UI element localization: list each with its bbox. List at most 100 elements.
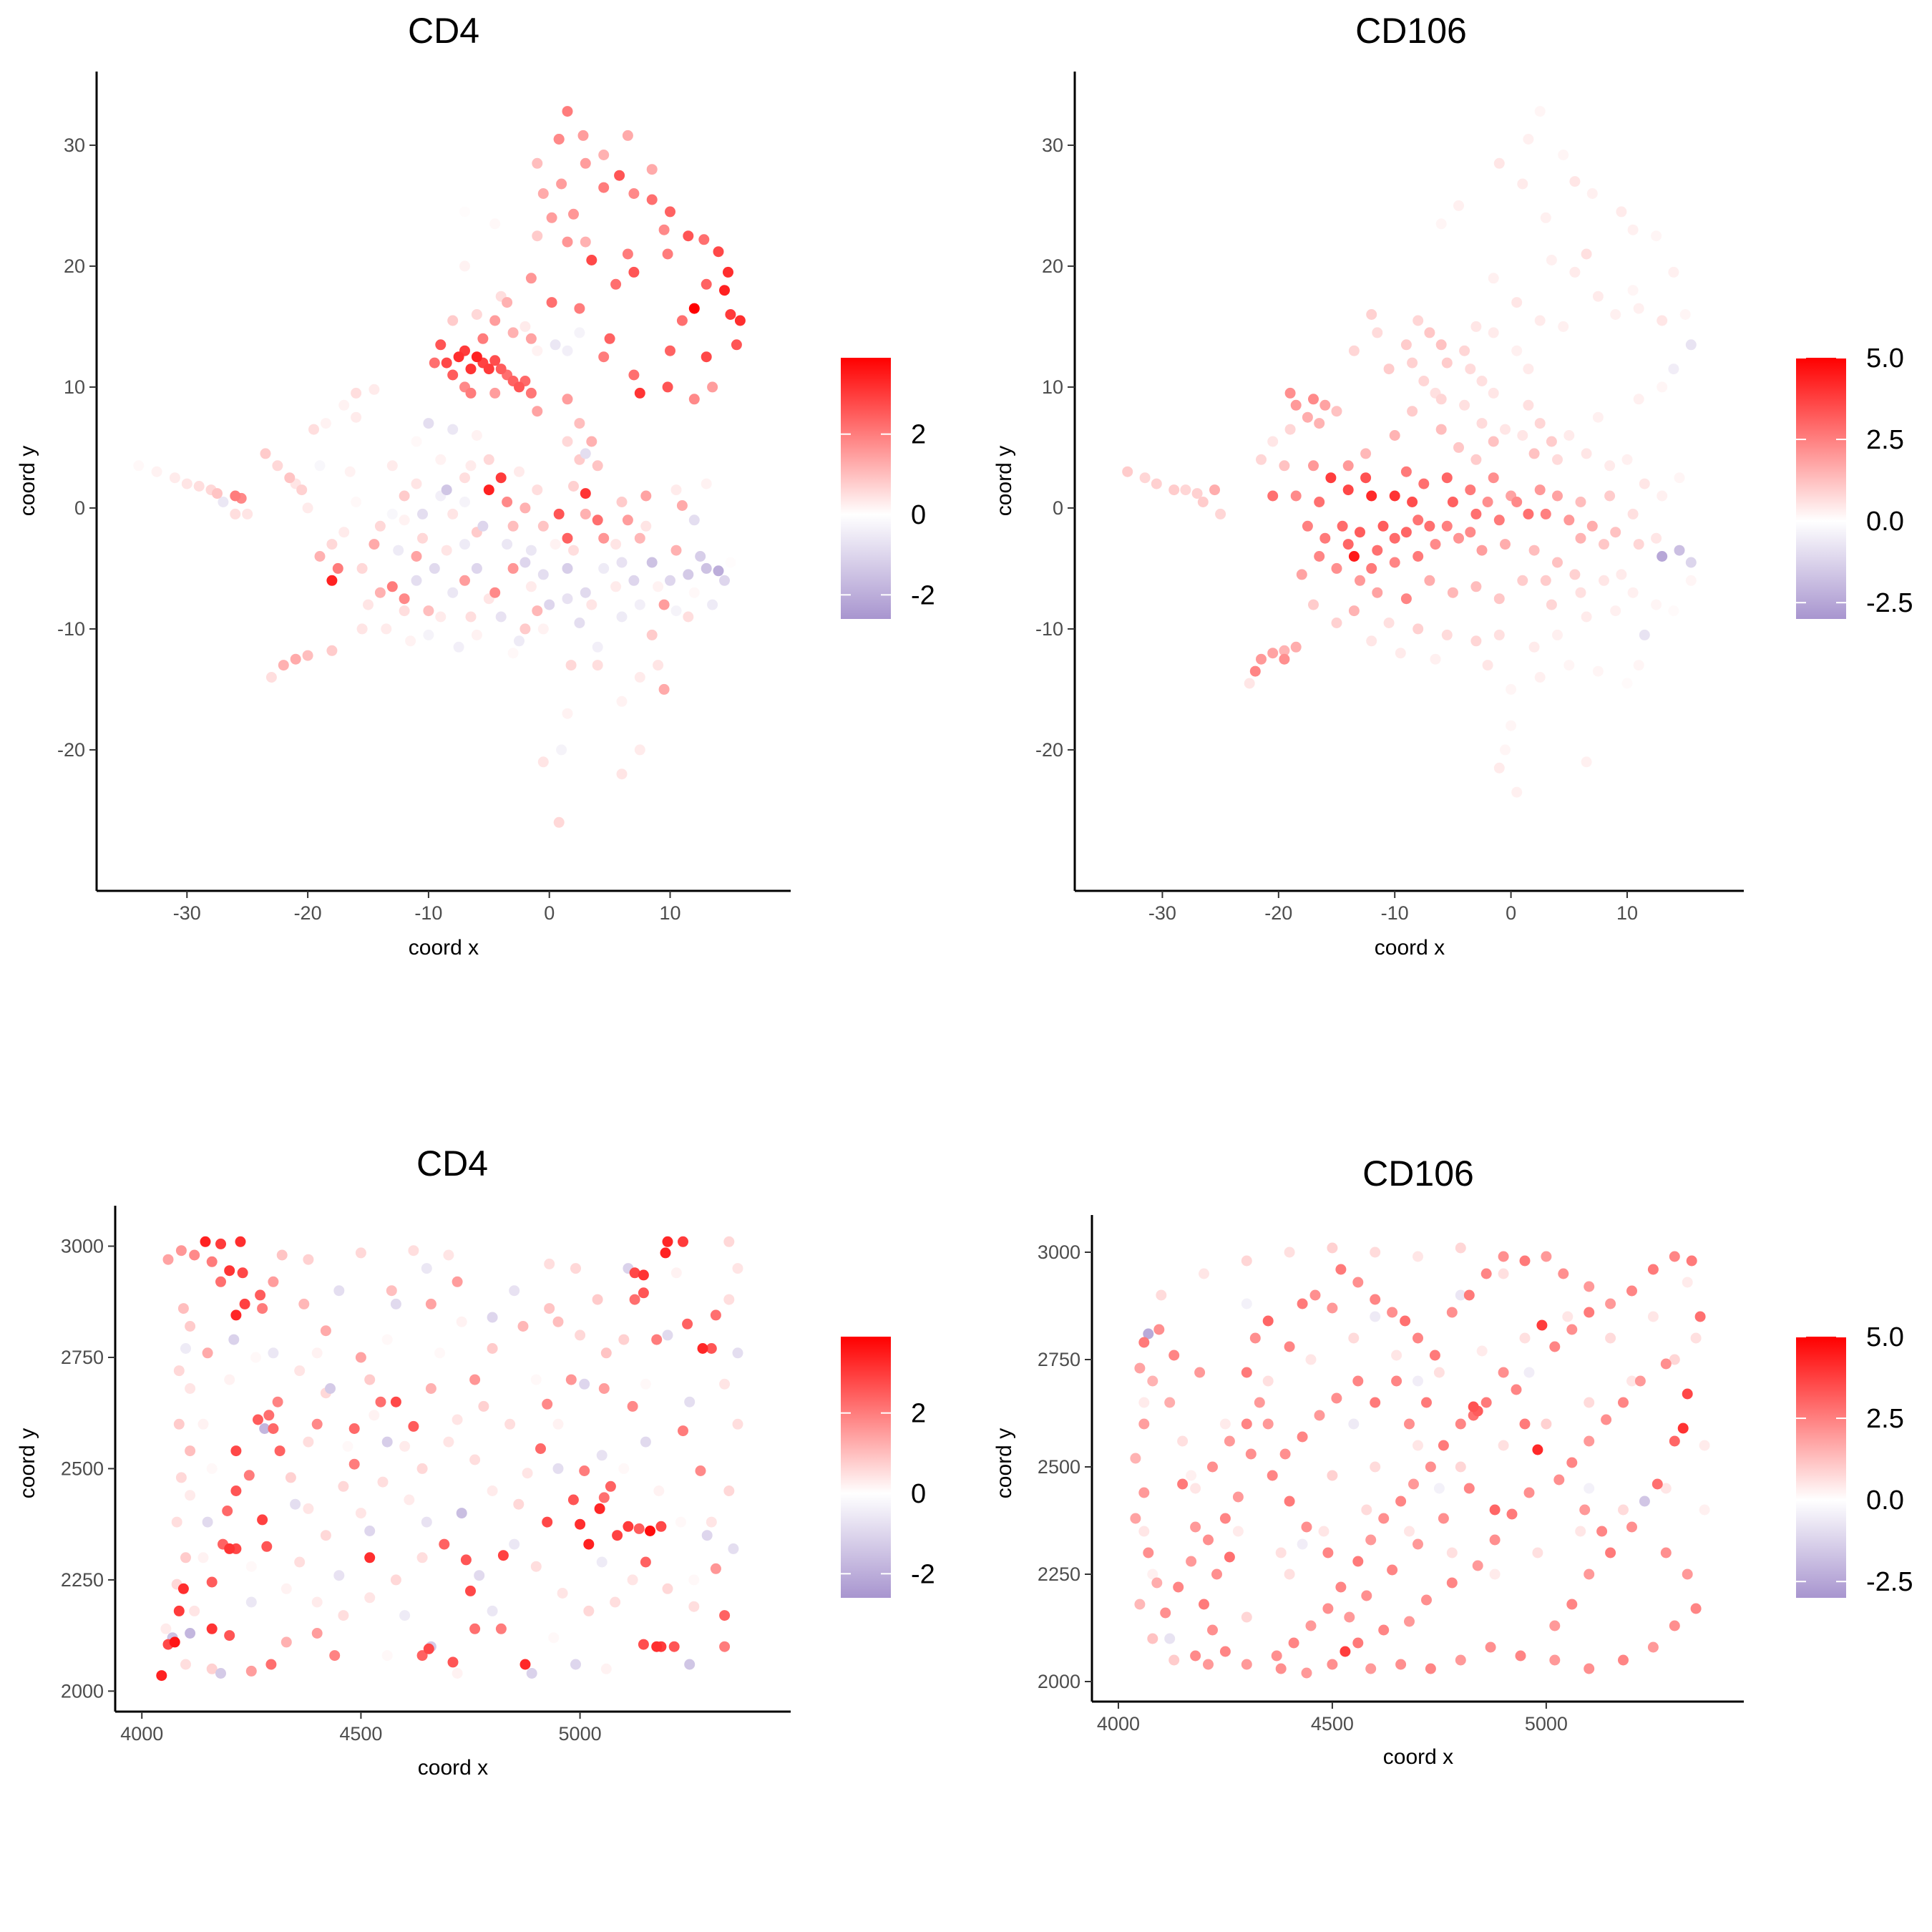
data-point <box>303 1503 314 1514</box>
data-point <box>1618 1397 1629 1408</box>
data-point <box>1391 1350 1402 1361</box>
chart-title: CD4 <box>416 1143 488 1184</box>
data-point <box>1523 508 1534 519</box>
data-point <box>645 1526 655 1536</box>
data-point <box>629 1294 640 1305</box>
data-point <box>1413 551 1424 562</box>
data-point <box>1331 618 1342 628</box>
data-point <box>298 1298 310 1309</box>
data-point <box>627 1400 638 1412</box>
data-point <box>1395 1496 1407 1507</box>
colorbar-gradient <box>1796 1337 1846 1598</box>
data-point <box>1241 1611 1252 1623</box>
x-tick-label: 5000 <box>1525 1713 1568 1735</box>
data-point <box>586 599 597 610</box>
data-point <box>562 436 573 447</box>
data-point <box>1540 212 1551 223</box>
data-point <box>1528 641 1540 653</box>
x-tick-label: 0 <box>1506 902 1516 924</box>
data-point <box>1404 1616 1415 1627</box>
data-point <box>435 454 447 465</box>
data-point <box>596 1556 608 1568</box>
data-point <box>507 562 519 574</box>
data-point <box>1147 1568 1158 1580</box>
data-point <box>381 1334 393 1345</box>
data-point <box>668 1641 680 1652</box>
data-point <box>1541 1251 1552 1262</box>
data-point <box>175 1472 187 1483</box>
data-point <box>1318 1526 1330 1537</box>
data-point <box>701 1530 713 1541</box>
data-point <box>1413 315 1424 326</box>
data-point <box>276 1249 288 1261</box>
data-point <box>1604 460 1616 472</box>
data-point <box>1305 1620 1317 1631</box>
data-point <box>1151 1577 1163 1589</box>
data-point <box>303 1436 314 1448</box>
data-point <box>1581 448 1592 459</box>
data-point <box>562 394 573 405</box>
data-point <box>456 1508 467 1519</box>
data-point <box>1500 744 1511 756</box>
colorbar-tick-label: 0.0 <box>1866 507 1904 537</box>
data-point <box>332 562 343 574</box>
data-point <box>326 645 338 656</box>
data-point <box>1633 660 1644 671</box>
data-point <box>1130 1453 1141 1464</box>
y-axis-ticks: -20 -10 0 10 20 30 <box>57 135 97 761</box>
data-point <box>303 1254 314 1265</box>
data-point <box>1360 448 1372 459</box>
data-point <box>1335 1264 1347 1275</box>
data-point <box>1468 1401 1479 1413</box>
data-point <box>502 497 513 507</box>
data-point <box>471 309 482 320</box>
data-point <box>1453 441 1464 453</box>
data-point <box>1679 309 1691 320</box>
data-point <box>447 369 459 381</box>
data-points <box>1130 1242 1710 1679</box>
data-point <box>701 351 712 363</box>
data-point <box>580 587 591 598</box>
data-point <box>417 532 428 544</box>
data-point <box>574 327 585 338</box>
data-point <box>1493 157 1505 169</box>
data-point <box>1400 466 1412 477</box>
data-point <box>1534 106 1546 117</box>
data-point <box>1633 303 1644 314</box>
data-point <box>1549 1620 1561 1631</box>
data-point <box>1657 315 1668 326</box>
data-point <box>177 1303 189 1314</box>
data-point <box>421 1516 432 1528</box>
colorbar: -2 0 2 <box>841 1337 935 1598</box>
data-point <box>1581 756 1592 768</box>
data-point <box>514 635 525 647</box>
y-tick-label: 2250 <box>61 1569 104 1591</box>
data-point <box>423 1643 434 1654</box>
data-point <box>1685 557 1697 568</box>
data-point <box>525 387 537 399</box>
data-point <box>1519 1418 1531 1430</box>
data-point <box>1377 520 1389 532</box>
data-point <box>386 508 398 519</box>
data-point <box>1203 1659 1214 1670</box>
data-point <box>1459 345 1470 356</box>
data-point <box>1581 248 1592 260</box>
data-point <box>268 1347 279 1359</box>
data-point <box>537 520 549 532</box>
data-point <box>1652 1478 1663 1490</box>
data-point <box>1599 575 1609 586</box>
data-point <box>732 1418 743 1430</box>
data-point <box>550 339 561 351</box>
data-point <box>651 1334 663 1345</box>
colorbar-gradient <box>841 1337 891 1598</box>
data-point <box>489 387 501 399</box>
data-point <box>1169 1350 1180 1361</box>
data-point <box>1284 424 1296 435</box>
data-point <box>583 1605 595 1616</box>
data-point <box>646 557 658 568</box>
data-point <box>719 285 730 296</box>
x-tick-label: 5000 <box>559 1723 602 1745</box>
data-point <box>575 1518 586 1530</box>
data-point <box>1284 387 1296 399</box>
data-point <box>425 1383 436 1394</box>
